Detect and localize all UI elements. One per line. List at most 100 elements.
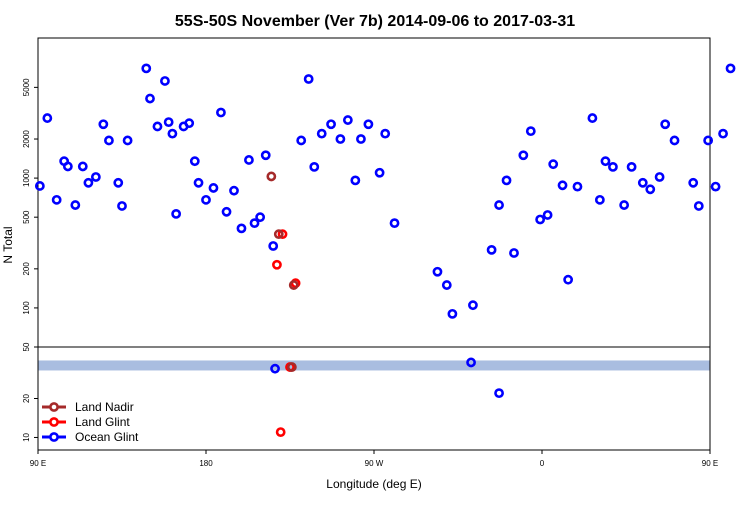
ocean-glint-point (229, 185, 239, 196)
ocean-glint-point (34, 181, 45, 191)
upper-panel-frame (37, 37, 711, 348)
ocean-glint-point (486, 244, 497, 255)
ocean-glint-point (688, 177, 699, 188)
ocean-glint-point (466, 357, 476, 368)
land-glint-point (277, 229, 288, 240)
ocean-glint-point (494, 388, 504, 399)
ocean-glint-point (113, 177, 124, 188)
ocean-glint-point (548, 159, 559, 170)
ocean-glint-point (509, 248, 519, 258)
ocean-glint-point (594, 194, 605, 205)
ocean-glint-point (260, 150, 271, 161)
ocean-glint-point (710, 181, 721, 192)
ocean-glint-point (42, 113, 53, 123)
ocean-glint-point (518, 150, 529, 161)
ocean-glint-point (236, 223, 247, 234)
x-tick-label: 90 E (30, 459, 46, 468)
land-glint-point (275, 427, 286, 438)
ocean-glint-point (98, 119, 109, 130)
ocean-glint-point (171, 208, 182, 219)
ocean-glint-point (268, 241, 279, 251)
upper-y-tick-label: 1000 (22, 169, 31, 187)
ocean-glint-point (70, 200, 81, 210)
ocean-glint-point (542, 210, 553, 220)
upper-y-tick-label: 2000 (22, 130, 31, 148)
ocean-glint-point (718, 128, 728, 139)
ocean-glint-point (221, 206, 232, 217)
ocean-glint-point (468, 300, 478, 311)
x-tick-label: 90 W (365, 459, 384, 468)
ocean-glint-point (572, 181, 583, 192)
x-axis-title: Longitude (deg E) (326, 477, 421, 491)
ocean-glint-point (152, 121, 163, 132)
ocean-glint-point (637, 177, 648, 188)
ocean-glint-point (193, 177, 204, 188)
ocean-glint-point (494, 200, 504, 210)
ocean-glint-point (535, 214, 546, 225)
x-tick-label: 180 (199, 459, 213, 468)
ocean-glint-point (626, 161, 637, 172)
ocean-glint-point (316, 128, 327, 139)
ocean-glint-point (244, 155, 254, 165)
lower-y-tick-label: 10 (22, 432, 31, 441)
ocean-glint-point (557, 180, 568, 191)
ocean-glint-point (249, 218, 260, 229)
ocean-glint-point (189, 156, 200, 167)
ocean-glint-point (619, 200, 630, 210)
land-nadir-point (286, 362, 297, 372)
ocean-glint-point (587, 113, 598, 123)
ocean-glint-point (501, 175, 512, 186)
ocean-glint-point (335, 134, 346, 144)
ocean-glint-point (145, 93, 155, 104)
upper-y-tick-label: 500 (22, 210, 31, 224)
ocean-glint-point (77, 161, 88, 172)
ocean-glint-point (117, 201, 127, 211)
ocean-glint-point (122, 135, 133, 146)
ocean-glint-point (693, 201, 704, 211)
x-axis: 90 E 180 90 W 0 90 E (30, 450, 718, 468)
land-nadir-point (273, 229, 284, 240)
ocean-glint-point (303, 74, 314, 84)
ocean-glint-point (51, 194, 62, 205)
ocean-glint-point (363, 119, 374, 130)
ocean-glint-point (208, 183, 219, 193)
ocean-glint-point (600, 156, 611, 167)
land-nadir-point (266, 171, 277, 182)
ocean-glint-point (83, 177, 94, 188)
y-axis-title: N Total (1, 226, 15, 263)
ocean-glint-point (608, 161, 618, 172)
ocean-glint-point (725, 63, 736, 74)
ocean-glint-point (104, 135, 114, 146)
ocean-glint-point (167, 128, 178, 139)
ocean-glint-point (525, 126, 536, 137)
ocean-glint-point (184, 118, 195, 129)
ocean-glint-point (660, 119, 671, 130)
ocean-glint-point (703, 135, 714, 146)
ocean-glint-point (270, 363, 280, 374)
ocean-glint-point (201, 194, 211, 205)
legend-marker-land-glint (49, 417, 59, 427)
legend-label-land-glint: Land Glint (75, 415, 130, 429)
ocean-glint-point (645, 184, 656, 195)
lower-panel-band (38, 360, 710, 371)
legend-marker-ocean-glint (49, 432, 59, 442)
ocean-glint-point (160, 76, 170, 86)
legend-marker-land-nadir (49, 402, 59, 412)
ocean-glint-point (62, 161, 73, 172)
land-glint-point (272, 259, 282, 270)
x-tick-label: 90 E (702, 459, 718, 468)
ocean-glint-point (563, 274, 574, 285)
ocean-glint-point (654, 172, 665, 182)
ocean-glint-point (374, 167, 385, 178)
ocean-glint-point (441, 280, 452, 290)
lower-y-tick-label: 50 (22, 342, 31, 351)
legend-label-ocean-glint: Ocean Glint (75, 430, 139, 444)
ocean-glint-point (669, 135, 680, 146)
land-nadir-point (288, 280, 299, 290)
ocean-glint-point (255, 212, 266, 223)
lower-y-axis: 10 20 50 (22, 342, 38, 442)
legend-label-land-nadir: Land Nadir (75, 400, 134, 414)
ocean-glint-point (163, 117, 174, 127)
ocean-glint-point (447, 308, 458, 319)
